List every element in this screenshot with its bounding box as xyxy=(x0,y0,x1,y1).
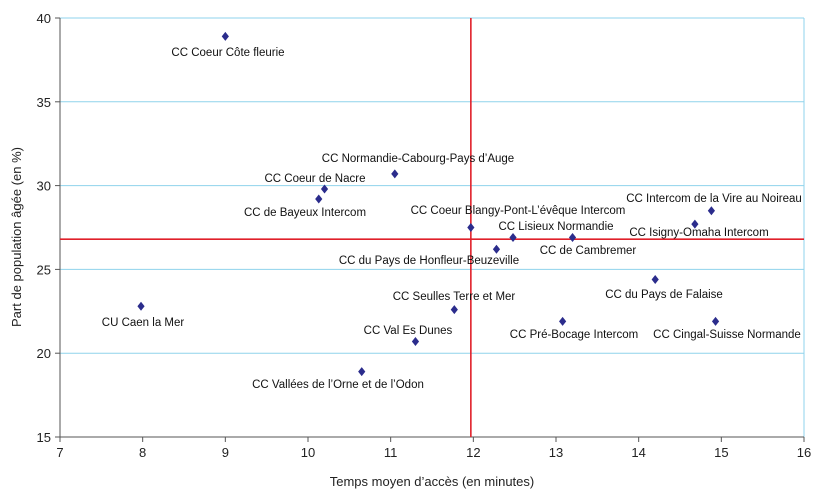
x-tick-label: 13 xyxy=(549,445,563,460)
y-tick-label: 40 xyxy=(37,11,51,26)
x-tick-label: 8 xyxy=(139,445,146,460)
x-tick-label: 7 xyxy=(56,445,63,460)
y-tick-label: 30 xyxy=(37,179,51,194)
point-label: CC Coeur Blangy-Pont-L’évêque Intercom xyxy=(411,205,626,217)
data-point xyxy=(492,244,501,254)
point-label: CC du Pays de Honfleur-Beuzeville xyxy=(339,255,519,267)
y-tick-label: 25 xyxy=(37,262,51,277)
x-tick-label: 16 xyxy=(797,445,811,460)
point-label: CC Isigny-Omaha Intercom xyxy=(629,227,768,239)
point-label: CC du Pays de Falaise xyxy=(605,289,723,301)
data-point xyxy=(559,316,567,326)
point-label: CC Vallées de l’Orne et de l’Odon xyxy=(252,379,424,391)
x-tick-label: 11 xyxy=(384,445,398,460)
point-labels: CC Coeur Côte fleurie CC Normandie-Cabour… xyxy=(102,47,802,391)
point-label: CU Caen la Mer xyxy=(102,317,185,329)
point-label: CC Coeur de Nacre xyxy=(265,173,366,185)
data-points xyxy=(137,31,720,377)
x-tick-labels: 7 8 9 10 11 12 13 14 15 16 xyxy=(56,445,811,460)
data-point xyxy=(651,274,659,284)
data-point xyxy=(411,336,420,346)
data-point xyxy=(137,301,145,311)
point-label: CC Intercom de la Vire au Noireau xyxy=(626,193,802,205)
x-tick-label: 12 xyxy=(466,445,480,460)
y-tick-label: 15 xyxy=(37,430,51,445)
x-axis-label: Temps moyen d’accès (en minutes) xyxy=(330,474,534,489)
axes xyxy=(55,17,805,442)
point-label: CC Val Es Dunes xyxy=(364,325,453,337)
data-point xyxy=(691,219,699,229)
point-label: CC Lisieux Normandie xyxy=(498,221,613,233)
data-point xyxy=(315,194,323,204)
point-label: CC Coeur Côte fleurie xyxy=(171,47,284,59)
y-tick-label: 20 xyxy=(37,346,51,361)
x-tick-label: 10 xyxy=(301,445,315,460)
data-point xyxy=(391,169,399,179)
gridlines xyxy=(60,17,805,437)
data-point xyxy=(509,233,517,243)
point-label: CC de Cambremer xyxy=(540,245,637,257)
point-label: CC Cingal-Suisse Normande xyxy=(653,329,801,341)
point-label: CC de Bayeux Intercom xyxy=(244,207,366,219)
data-point xyxy=(711,316,720,326)
point-label: CC Pré-Bocage Intercom xyxy=(510,329,638,341)
data-point xyxy=(467,223,475,232)
data-point xyxy=(320,184,329,194)
x-tick-label: 14 xyxy=(631,445,645,460)
data-point xyxy=(358,367,366,377)
data-point xyxy=(450,305,458,315)
data-point xyxy=(568,233,577,243)
x-tick-label: 9 xyxy=(222,445,229,460)
y-tick-labels: 15 20 25 30 35 40 xyxy=(37,11,51,445)
point-label: CC Seulles Terre et Mer xyxy=(393,291,516,303)
data-point xyxy=(707,206,716,216)
y-tick-label: 35 xyxy=(37,95,51,110)
data-point xyxy=(221,31,229,41)
point-label: CC Normandie-Cabourg-Pays d’Auge xyxy=(322,153,514,165)
y-axis-label: Part de population âgée (en %) xyxy=(9,147,24,327)
x-tick-label: 15 xyxy=(714,445,728,460)
